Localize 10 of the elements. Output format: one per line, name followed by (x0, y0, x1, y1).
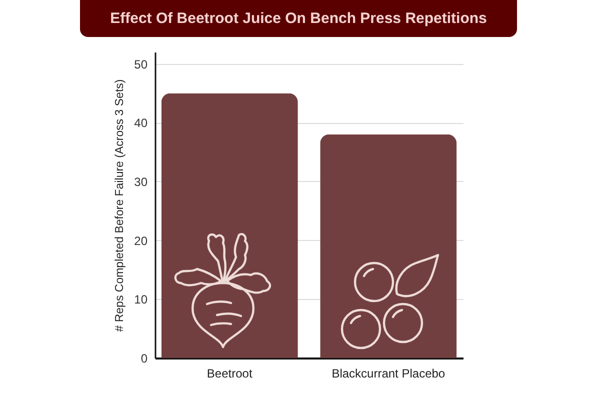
y-tick-label: 30 (134, 174, 148, 189)
y-tick-label: 50 (134, 57, 148, 72)
y-tick-label: 40 (134, 116, 148, 130)
y-tick-label: 20 (134, 234, 148, 248)
y-tick-label: 0 (140, 352, 148, 366)
x-tick-label: Blackcurrant Placebo (332, 366, 446, 380)
chart-title: Effect Of Beetroot Juice On Bench Press Repetitions (110, 10, 487, 27)
y-axis-title: # Reps Completed Before Failure (Across 3 Sets) (114, 79, 126, 332)
x-tick-label: Beetroot (206, 366, 253, 380)
y-tick-label: 10 (134, 292, 148, 307)
